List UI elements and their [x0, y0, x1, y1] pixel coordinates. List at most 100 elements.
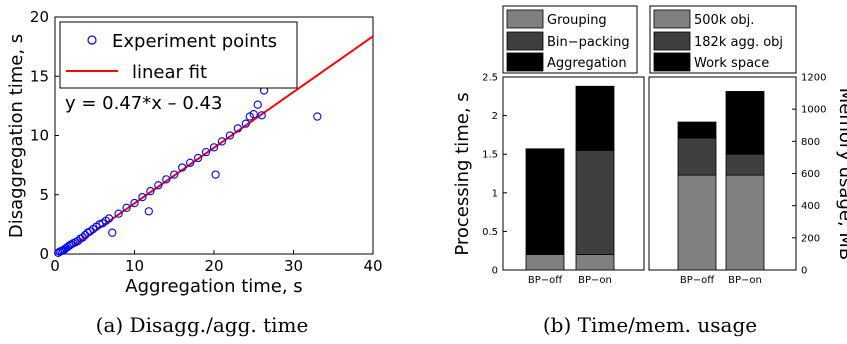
legend-label-workspace: Work space	[694, 56, 769, 71]
legend-label-182k: 182k agg. obj	[694, 35, 783, 50]
data-point	[241, 119, 250, 128]
fit-equation: y = 0.47*x – 0.43	[65, 93, 222, 114]
scatter-x-tick-label: 0	[50, 257, 60, 275]
memory-y-tick-label: 800	[801, 137, 820, 148]
data-point	[108, 228, 117, 237]
time-bars	[525, 85, 615, 271]
data-point	[178, 163, 187, 172]
time-y-tick-label: 1.5	[482, 150, 498, 161]
data-point	[211, 170, 220, 179]
data-point	[209, 143, 219, 152]
time-bar-segment	[575, 149, 615, 255]
memory-category-label: BP−off	[680, 275, 715, 286]
data-point	[225, 131, 235, 140]
time-y-tick-label: 0.5	[482, 227, 498, 238]
legend-swatch-182k	[653, 31, 691, 51]
legend-swatch-workspace	[653, 52, 691, 72]
legend-label-points: Experiment points	[112, 31, 277, 52]
legend-label-bin-packing: Bin−packing	[547, 35, 630, 50]
scatter-x-tick-label: 40	[363, 257, 382, 275]
memory-y-axis-label: Memory usage, MB	[835, 88, 847, 261]
fit-line	[61, 35, 374, 255]
time-bar-segment	[525, 148, 565, 255]
caption-b: (b) Time/mem. usage	[543, 313, 757, 337]
scatter-x-tick-label: 30	[284, 257, 303, 275]
data-point	[217, 137, 227, 146]
time-y-tick-label: 1	[492, 188, 498, 199]
memory-bar-segment	[725, 91, 765, 155]
memory-bar-segment	[677, 121, 717, 139]
legend-label-500k: 500k obj.	[694, 13, 754, 28]
memory-bar-segment	[677, 174, 717, 271]
time-bar-segment	[575, 85, 615, 151]
time-category-label: BP−on	[578, 275, 612, 286]
memory-y-tick-label: 0	[801, 266, 807, 277]
bar-panel: Grouping Bin−packing Aggregation 500k ob…	[452, 5, 847, 337]
data-point	[245, 112, 254, 121]
scatter-x-tick-label: 10	[125, 257, 144, 275]
data-point	[65, 241, 74, 250]
time-y-axis-label: Processing time, s	[452, 92, 473, 255]
time-category-label: BP−off	[528, 275, 563, 286]
fit-line-group	[61, 35, 374, 255]
legend-swatch-500k	[653, 9, 691, 29]
data-point	[249, 110, 258, 119]
data-point	[233, 124, 242, 133]
data-point	[170, 170, 179, 179]
time-y-tick-label: 0	[492, 266, 498, 277]
memory-category-label: BP−on	[728, 275, 762, 286]
data-point	[114, 209, 123, 218]
data-point	[154, 181, 163, 190]
memory-ticks: 0 200 400 600 800 1000 1200 BP−off BP−on	[680, 73, 827, 287]
memory-y-tick-label: 1200	[801, 73, 826, 84]
scatter-x-tick-label: 20	[204, 257, 223, 275]
scatter-panel: 0 10 20 30 40 0 5 10 15 20 Experiment points line…	[6, 8, 383, 337]
data-point	[138, 192, 147, 202]
data-point	[122, 203, 131, 212]
data-point	[201, 147, 211, 157]
data-point	[313, 112, 322, 121]
scatter-points	[54, 86, 322, 257]
data-point	[78, 233, 87, 242]
time-legend: Grouping Bin−packing Aggregation	[502, 5, 638, 74]
data-point	[104, 214, 114, 223]
scatter-y-tick-label: 20	[30, 8, 49, 26]
scatter-y-tick-label: 0	[39, 245, 49, 263]
time-plot-area	[502, 76, 645, 271]
data-point	[144, 207, 153, 216]
data-point	[162, 175, 171, 184]
data-point	[130, 198, 139, 208]
memory-legend: 500k obj. 182k agg. obj Work space	[649, 5, 797, 74]
time-y-tick-label: 2	[492, 111, 498, 122]
time-bar-segment	[525, 254, 565, 271]
data-point	[146, 187, 155, 196]
scatter-y-tick-label: 5	[39, 186, 49, 204]
data-point	[253, 100, 262, 109]
data-point	[193, 153, 203, 163]
legend-swatch-aggregation	[506, 52, 544, 72]
memory-y-tick-label: 600	[801, 169, 820, 180]
scatter-x-axis-label: Aggregation time, s	[125, 276, 302, 297]
memory-y-tick-label: 400	[801, 201, 820, 212]
memory-y-tick-label: 1000	[801, 105, 826, 116]
scatter-ticks: 0 10 20 30 40 0 5 10 15 20	[30, 8, 383, 275]
scatter-legend-box	[59, 21, 298, 89]
memory-bar-segment	[725, 153, 765, 176]
legend-label-grouping: Grouping	[547, 13, 607, 28]
legend-label-fit: linear fit	[132, 62, 207, 83]
legend-label-aggregation: Aggregation	[547, 56, 627, 71]
legend-swatch-bin-packing	[506, 31, 544, 51]
time-y-tick-label: 2.5	[482, 73, 498, 84]
data-point	[185, 158, 195, 167]
time-ticks: 0 0.5 1 1.5 2 2.5 BP−off BP−on	[482, 73, 612, 287]
memory-bar-segment	[677, 137, 717, 176]
memory-bar-segment	[725, 174, 765, 271]
memory-bars	[677, 91, 765, 271]
caption-a: (a) Disagg./agg. time	[96, 313, 309, 337]
scatter-y-axis-label: Disaggregation time, s	[6, 34, 27, 238]
time-bar-segment	[575, 254, 615, 271]
legend-marker-points	[87, 35, 97, 45]
memory-plot-area	[648, 76, 797, 271]
data-point	[257, 111, 266, 120]
